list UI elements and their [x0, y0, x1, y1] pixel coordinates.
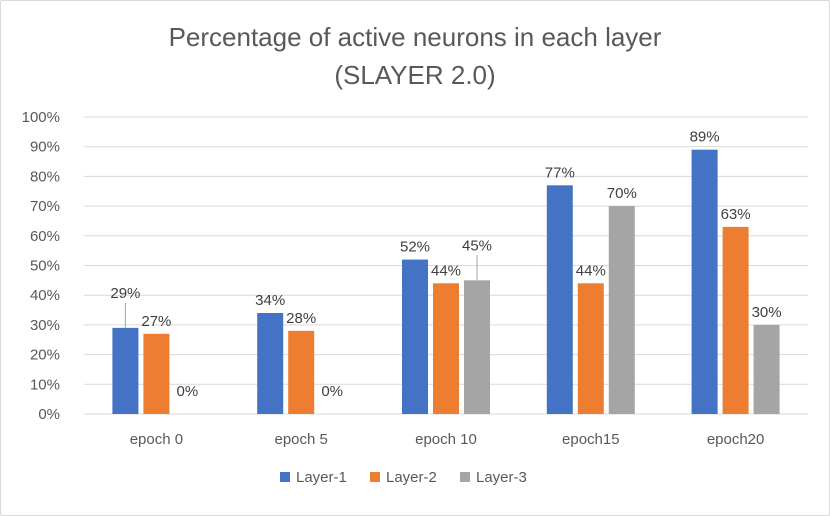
data-label: 77%: [545, 164, 575, 181]
y-tick-label: 70%: [30, 198, 60, 215]
bar-layer-1-epoch20: [691, 149, 718, 415]
bar-layer-2-epoch15: [577, 283, 604, 414]
legend-label: Layer-2: [386, 469, 437, 486]
data-label: 0%: [321, 383, 343, 400]
bar-layer-2-epoch-0: [143, 333, 170, 414]
data-label: 63%: [721, 206, 751, 223]
y-tick-label: 50%: [30, 258, 60, 275]
chart-subtitle: (SLAYER 2.0): [334, 60, 495, 90]
data-label: 27%: [141, 313, 171, 330]
y-tick-label: 10%: [30, 376, 60, 393]
x-category-label: epoch 5: [275, 431, 328, 448]
x-category-label: epoch15: [562, 431, 620, 448]
legend-swatch-layer-2: [370, 472, 380, 482]
legend-label: Layer-1: [296, 469, 347, 486]
data-label: 70%: [607, 185, 637, 202]
data-label: 45%: [462, 237, 492, 254]
data-label: 28%: [286, 310, 316, 327]
bar-layer-1-epoch-10: [402, 259, 428, 414]
y-tick-label: 0%: [38, 406, 60, 423]
y-tick-label: 40%: [30, 287, 60, 304]
data-label: 52%: [400, 239, 430, 256]
bar-layer-1-epoch-5: [257, 313, 284, 414]
y-tick-label: 20%: [30, 347, 60, 364]
x-category-label: epoch20: [707, 431, 765, 448]
data-label: 89%: [690, 129, 720, 146]
bar-layer-2-epoch20: [722, 226, 749, 414]
bar-layer-3-epoch15: [608, 206, 635, 414]
y-tick-label: 100%: [22, 109, 60, 126]
data-label: 0%: [177, 383, 199, 400]
legend-swatch-layer-3: [460, 472, 470, 482]
bar-layer-1-epoch-0: [112, 327, 139, 414]
x-category-label: epoch 10: [415, 431, 477, 448]
bar-layer-3-epoch-10: [464, 280, 490, 414]
y-tick-label: 80%: [30, 168, 60, 185]
y-tick-label: 60%: [30, 228, 60, 245]
y-tick-label: 30%: [30, 317, 60, 334]
data-label: 44%: [431, 262, 461, 279]
data-label: 34%: [255, 292, 285, 309]
legend-swatch-layer-1: [280, 472, 290, 482]
bar-layer-1-epoch15: [546, 185, 573, 414]
y-tick-label: 90%: [30, 139, 60, 156]
legend-label: Layer-3: [476, 469, 527, 486]
bar-layer-2-epoch-10: [433, 283, 459, 414]
data-label: 29%: [110, 285, 140, 302]
bar-layer-2-epoch-5: [288, 330, 315, 414]
chart-title: Percentage of active neurons in each lay…: [169, 22, 662, 52]
x-category-label: epoch 0: [130, 431, 183, 448]
data-label: 30%: [752, 304, 782, 321]
bar-layer-3-epoch20: [753, 324, 780, 414]
data-label: 44%: [576, 262, 606, 279]
